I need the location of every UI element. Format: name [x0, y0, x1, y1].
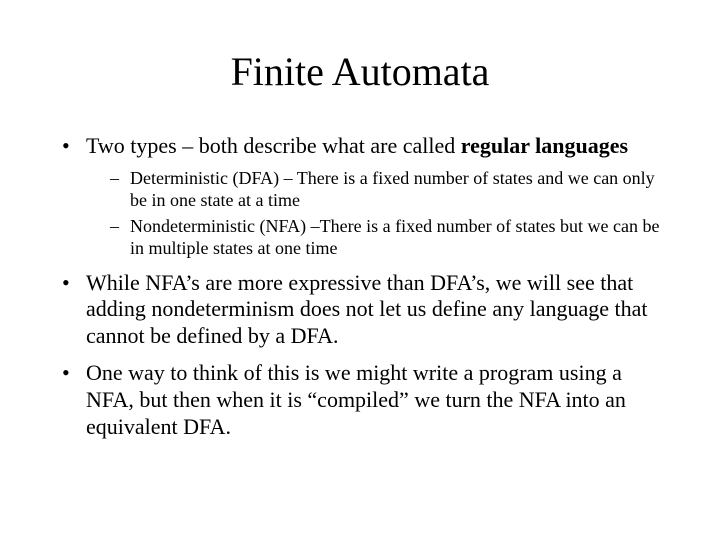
bullet-1: Two types – both describe what are calle… [60, 133, 660, 260]
bullet-3: One way to think of this is we might wri… [60, 360, 660, 440]
bullet-1-sub-1: Deterministic (DFA) – There is a fixed n… [108, 168, 660, 212]
bullet-1-sublist: Deterministic (DFA) – There is a fixed n… [108, 168, 660, 260]
slide-title: Finite Automata [40, 48, 680, 95]
bullet-list: Two types – both describe what are calle… [60, 133, 660, 441]
bullet-1-text-bold: regular languages [461, 133, 628, 158]
bullet-1-text-pre: Two types – both describe what are calle… [86, 133, 461, 158]
slide: Finite Automata Two types – both describ… [0, 0, 720, 540]
bullet-1-sub-2: Nondeterministic (NFA) –There is a fixed… [108, 216, 660, 260]
bullet-2: While NFA’s are more expressive than DFA… [60, 270, 660, 350]
